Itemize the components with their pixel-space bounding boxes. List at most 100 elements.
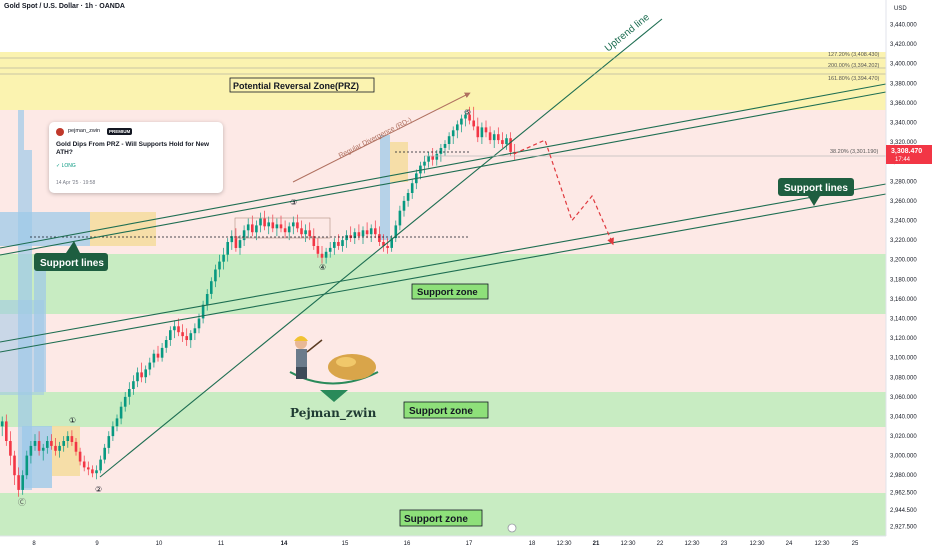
vp-bar	[390, 142, 408, 182]
candle	[312, 228, 316, 250]
candle	[345, 230, 348, 248]
wave-box	[234, 217, 331, 239]
candle-body	[144, 369, 147, 378]
lower-support-line-1	[0, 183, 886, 343]
event-marker-icon[interactable]	[507, 523, 517, 533]
candle-body	[123, 396, 127, 407]
candle-body	[431, 155, 434, 160]
candle-body	[328, 247, 332, 252]
candle	[119, 401, 123, 425]
miner-body	[296, 349, 307, 367]
y-tick-label: 3,080.000	[890, 375, 917, 381]
candle	[255, 220, 258, 241]
candle-body	[218, 261, 221, 270]
candle	[390, 235, 393, 252]
idea-title[interactable]: Gold Dips From PRZ - Will Supports Hold …	[56, 141, 210, 156]
x-tick-label: 21	[593, 541, 600, 547]
candle	[148, 357, 152, 376]
candle	[505, 134, 508, 150]
price-axis-panel[interactable]	[886, 0, 932, 536]
x-tick-label: 17	[466, 541, 473, 547]
candle	[398, 205, 402, 231]
candle	[54, 438, 57, 456]
y-tick-label: 3,060.000	[890, 395, 917, 401]
x-tick-label: 12:30	[620, 541, 636, 547]
x-tick-label: 8	[32, 541, 36, 547]
y-tick-label: 3,360.000	[890, 101, 917, 107]
watermark-arrow	[320, 390, 348, 402]
y-tick-label: 3,320.000	[890, 140, 917, 146]
y-tick-label: 3,440.000	[890, 23, 917, 29]
candle	[296, 214, 299, 233]
author-avatar	[56, 128, 64, 136]
candle	[460, 114, 463, 133]
candle	[115, 414, 119, 432]
candle-body	[5, 421, 8, 441]
candle	[353, 228, 357, 244]
watermark-logo: Pejman_zwin	[289, 336, 379, 421]
fib-label-127: 127.20% (3,408.430)	[828, 52, 880, 58]
candle	[308, 222, 311, 241]
candle-body	[50, 441, 53, 446]
candle-body	[287, 226, 291, 233]
candle-body	[337, 242, 340, 246]
support-zone-label-1: Support zone	[411, 283, 489, 300]
author-name[interactable]: pejman_zwin	[68, 128, 101, 134]
premium-badge: PREMIUM	[107, 127, 133, 135]
vp-bar	[380, 135, 390, 240]
gold-pile-shine	[336, 357, 356, 367]
candle-body	[226, 242, 229, 255]
candle	[99, 455, 102, 474]
y-tick-label: 3,220.000	[890, 238, 917, 244]
candle	[234, 228, 238, 252]
candle-body	[361, 230, 365, 237]
candle	[304, 224, 307, 242]
candle	[378, 226, 381, 246]
time-axis-panel[interactable]	[0, 536, 932, 550]
wave-label-5: ⑤	[464, 108, 471, 117]
candle	[177, 318, 180, 337]
upper-support-line-2	[0, 91, 886, 256]
y-tick-label: 2,944.500	[890, 508, 917, 514]
candle-body	[308, 230, 311, 237]
gold-pile	[328, 354, 376, 380]
candle	[316, 238, 320, 258]
candle-body	[341, 240, 344, 246]
candle-body	[152, 353, 156, 363]
x-tick-label: 11	[218, 541, 225, 547]
x-tick-label: 14	[281, 541, 288, 547]
candle-body	[140, 372, 143, 378]
candle-body	[205, 294, 209, 305]
candle-body	[41, 447, 45, 451]
candle-body	[82, 461, 86, 468]
y-tick-label: 2,927.500	[890, 525, 917, 531]
last-price-tag: 3,308.470 17:44	[886, 145, 932, 164]
candle-body	[488, 132, 492, 141]
candle	[29, 441, 33, 464]
candle-body	[378, 234, 381, 242]
candle	[152, 349, 156, 368]
x-tick-label: 22	[657, 541, 664, 547]
candle-body	[181, 332, 184, 337]
candle	[328, 242, 332, 258]
candle-body	[410, 183, 414, 193]
candle	[140, 362, 143, 383]
candle	[431, 148, 434, 166]
candle	[193, 323, 197, 340]
idea-card[interactable]: pejman_zwin PREMIUM Gold Dips From PRZ -…	[49, 122, 223, 193]
candle	[484, 120, 488, 138]
candle-body	[230, 236, 234, 243]
candle-body	[46, 441, 49, 448]
candle-body	[312, 236, 316, 246]
candle-body	[128, 389, 131, 397]
candle	[230, 230, 234, 250]
red-band-lower	[0, 427, 886, 493]
divergence-arrow	[292, 92, 471, 183]
x-tick-label: 23	[721, 541, 728, 547]
candle	[509, 132, 512, 156]
y-tick-label: 3,120.000	[890, 336, 917, 342]
support-zone-label-text: Support zone	[417, 287, 478, 298]
candle	[66, 431, 70, 448]
candle	[214, 264, 217, 288]
